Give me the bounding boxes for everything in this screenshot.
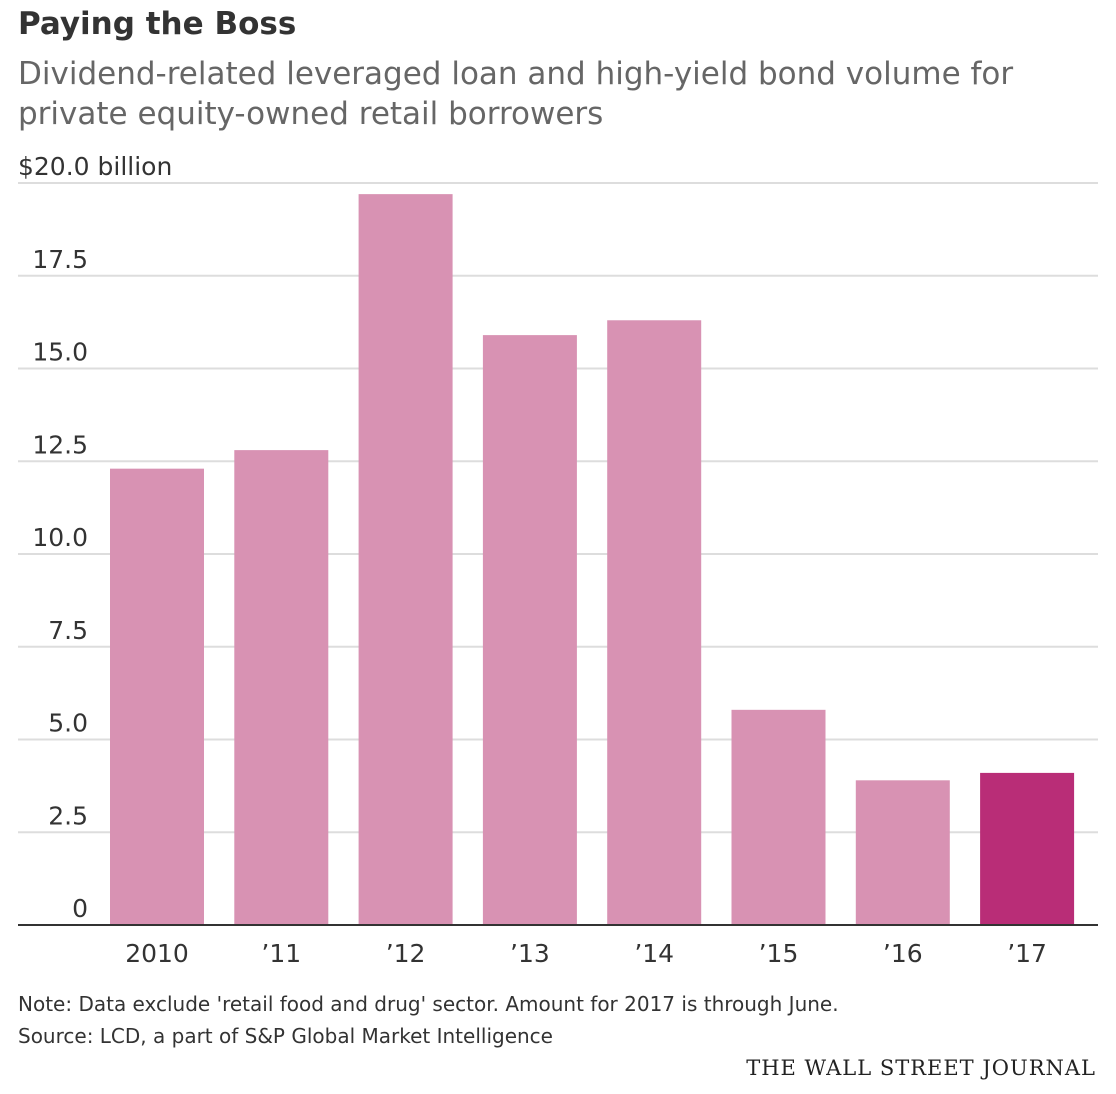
bar (110, 468, 204, 925)
bar (980, 772, 1075, 925)
y-tick-label: $20.0 billion (18, 152, 172, 181)
chart-note: Note: Data exclude 'retail food and drug… (18, 992, 839, 1016)
bar (482, 335, 577, 925)
bar (234, 450, 329, 925)
bar (731, 709, 826, 925)
y-tick-label: 0 (72, 894, 88, 923)
bar-chart: 0 2.5 5.0 7.5 10.0 12.5 15.0 17.5 $20.0 billion 2… (18, 152, 1098, 968)
x-tick-label: ’14 (634, 939, 674, 968)
x-tick-label: ’17 (1007, 939, 1047, 968)
publisher-logo: THE WALL STREET JOURNAL (746, 1056, 1096, 1080)
y-tick-label: 15.0 (32, 338, 88, 367)
y-tick-label: 2.5 (48, 801, 88, 830)
bar (607, 320, 702, 925)
bar (358, 194, 453, 925)
chart-subtitle: Dividend-related leveraged loan and high… (18, 56, 1014, 132)
y-tick-label: 17.5 (32, 245, 88, 274)
y-tick-label: 10.0 (32, 523, 88, 552)
x-tick-label: ’12 (386, 939, 426, 968)
y-tick-label: 5.0 (48, 709, 88, 738)
chart-title: Paying the Boss (18, 6, 297, 42)
x-tick-label: ’13 (510, 939, 550, 968)
chart-source: Source: LCD, a part of S&P Global Market… (18, 1024, 553, 1048)
x-tick-label: ’15 (759, 939, 799, 968)
y-tick-label: 12.5 (32, 430, 88, 459)
x-tick-label: 2010 (125, 939, 189, 968)
x-tick-label: ’11 (261, 939, 301, 968)
y-tick-label: 7.5 (48, 616, 88, 645)
bar (855, 780, 950, 925)
x-tick-label: ’16 (883, 939, 923, 968)
